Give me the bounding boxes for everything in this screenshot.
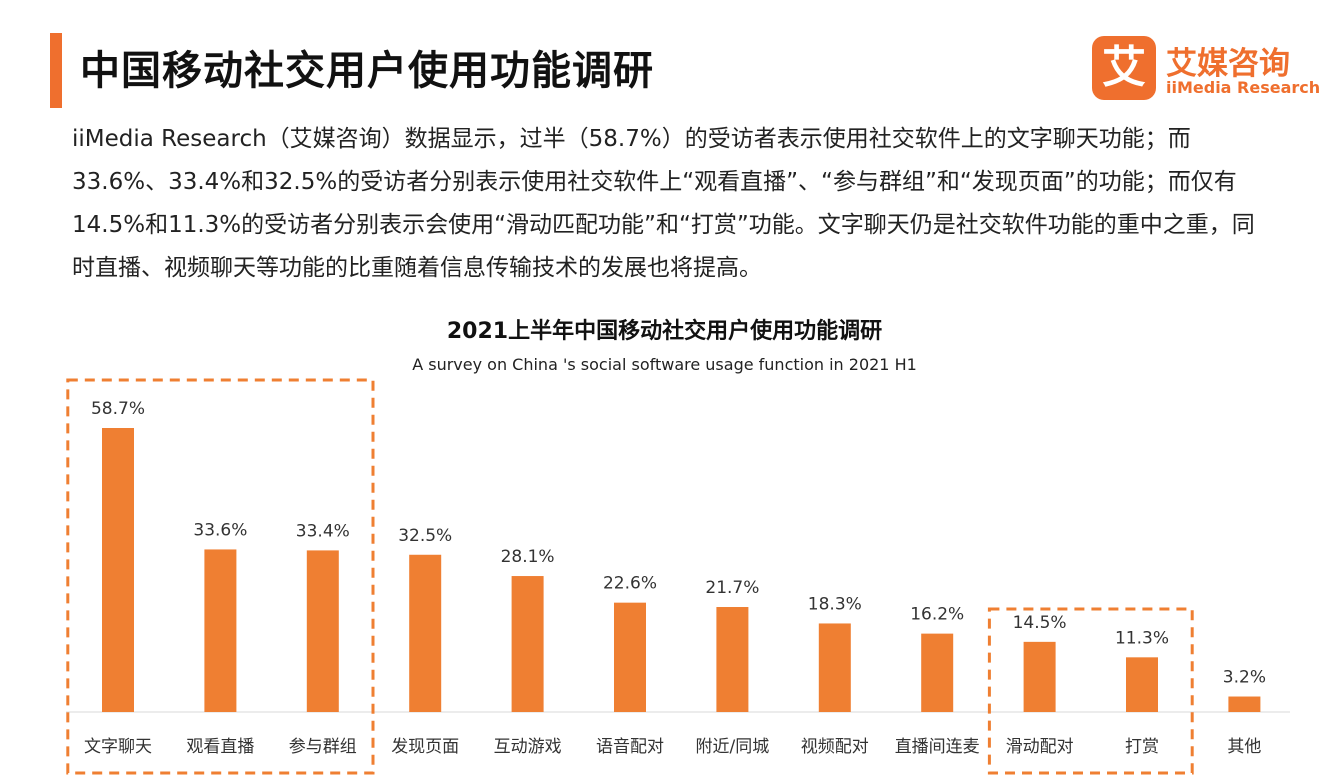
data-label: 3.2% [1223,668,1266,688]
bar [614,602,646,712]
bar [511,576,544,712]
category-label: 语音配对 [596,737,664,757]
bar [716,607,749,712]
category-label: 直播间连麦 [895,737,980,757]
data-label: 33.6% [193,520,247,540]
highlight-box [66,378,375,775]
category-label: 滑动配对 [1006,737,1074,757]
data-label: 22.6% [603,574,657,594]
bar [1023,641,1056,712]
chart-title: 2021上半年中国移动社交用户使用功能调研 [446,319,883,344]
bar [409,554,442,712]
chart-subtitle: A survey on China 's social software usa… [412,355,917,374]
bar [921,633,954,712]
data-label: 14.5% [1013,613,1067,633]
bar [306,550,339,712]
category-label: 参与群组 [289,737,357,757]
category-label: 打赏 [1125,737,1159,757]
category-label: 观看直播 [186,737,254,757]
iimedia-logo: 艾 艾媒咨询 iiMedia Research [1092,36,1320,100]
bar [1126,657,1158,712]
category-label: 其他 [1227,737,1261,757]
data-label: 32.5% [398,526,452,546]
bar [818,623,851,712]
logo-mark-icon: 艾 [1092,36,1156,100]
description-text: iiMedia Research（艾媒咨询）数据显示，过半（58.7%）的受访者… [72,126,1255,281]
bar [1228,696,1261,712]
category-label: 视频配对 [801,737,869,757]
category-label: 附近/同城 [696,737,770,757]
title-accent-bar [50,33,62,108]
data-label: 21.7% [705,578,759,598]
category-label: 文字聊天 [84,737,152,757]
data-label: 11.3% [1115,628,1169,648]
bar [102,428,134,712]
data-label: 18.3% [808,594,862,614]
category-label: 互动游戏 [494,737,562,757]
bar [204,549,237,712]
data-label: 33.4% [296,521,350,541]
data-label: 58.7% [91,399,145,419]
highlight-box [987,607,1194,775]
logo-name-cn: 艾媒咨询 [1166,46,1290,82]
data-label: 16.2% [910,605,964,625]
category-label: 发现页面 [391,737,459,757]
logo-name-en: iiMedia Research [1166,78,1321,97]
data-label: 28.1% [501,547,555,567]
page-title: 中国移动社交用户使用功能调研 [80,48,654,94]
